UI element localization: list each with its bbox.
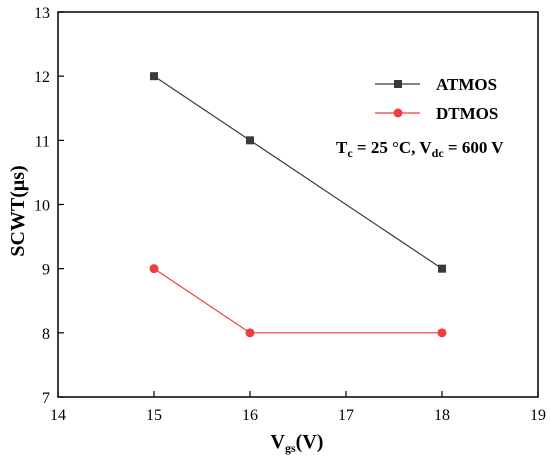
- plot-area: [57, 11, 539, 398]
- x-axis-title: Vgs(V): [271, 431, 324, 455]
- y-tick-label: 7: [42, 390, 50, 407]
- legend-marker-square: [394, 80, 402, 88]
- annot-v-sub: dc: [432, 146, 445, 160]
- x-axis-title-sub: gs: [285, 441, 296, 455]
- data-point-atmos: [246, 136, 254, 145]
- x-axis-ticks: 14 15 16 17 18 19: [50, 391, 546, 424]
- annot-v-rest: = 600 V: [444, 138, 505, 157]
- annot-t-rest: = 25 °C,: [353, 138, 420, 157]
- x-axis-title-rest: (V): [296, 431, 324, 453]
- data-point-dtmos: [437, 328, 447, 338]
- conditions-annotation: Tc = 25 °C, Vdc = 600 V: [336, 138, 504, 160]
- legend: ATMOS DTMOS: [375, 75, 498, 123]
- plot-frame: [57, 11, 539, 398]
- legend-entry-atmos: ATMOS: [375, 75, 497, 94]
- legend-label-atmos: ATMOS: [436, 75, 497, 94]
- data-point-atmos: [438, 264, 446, 273]
- series-line-atmos: [153, 75, 443, 270]
- y-axis-ticks: 7 8 9 10 11 12 13: [34, 5, 64, 407]
- x-axis-title-main: V: [271, 431, 286, 453]
- annot-v-main: V: [419, 138, 432, 157]
- data-point-dtmos: [149, 264, 159, 274]
- x-tick-label: 15: [146, 407, 162, 424]
- x-tick-label: 19: [530, 407, 546, 424]
- y-tick-label: 10: [34, 198, 50, 215]
- data-point-atmos: [150, 72, 158, 81]
- legend-marker-circle: [393, 108, 403, 118]
- series-layer: [149, 72, 447, 338]
- x-tick-label: 17: [338, 407, 354, 424]
- y-tick-label: 8: [42, 326, 50, 343]
- annot-t-main: T: [336, 138, 348, 157]
- y-tick-label: 11: [35, 133, 50, 150]
- annot-t-sub: c: [347, 146, 353, 160]
- y-tick-label: 12: [34, 69, 50, 86]
- legend-entry-dtmos: DTMOS: [375, 104, 498, 123]
- x-tick-label: 14: [50, 407, 66, 424]
- series-line-dtmos: [153, 268, 442, 334]
- data-point-dtmos: [245, 328, 255, 338]
- y-tick-label: 13: [34, 5, 50, 22]
- legend-label-dtmos: DTMOS: [436, 104, 498, 123]
- x-tick-label: 16: [242, 407, 258, 424]
- y-axis-title: SCWT(μs): [7, 165, 29, 256]
- y-tick-label: 9: [42, 262, 50, 279]
- x-tick-label: 18: [434, 407, 450, 424]
